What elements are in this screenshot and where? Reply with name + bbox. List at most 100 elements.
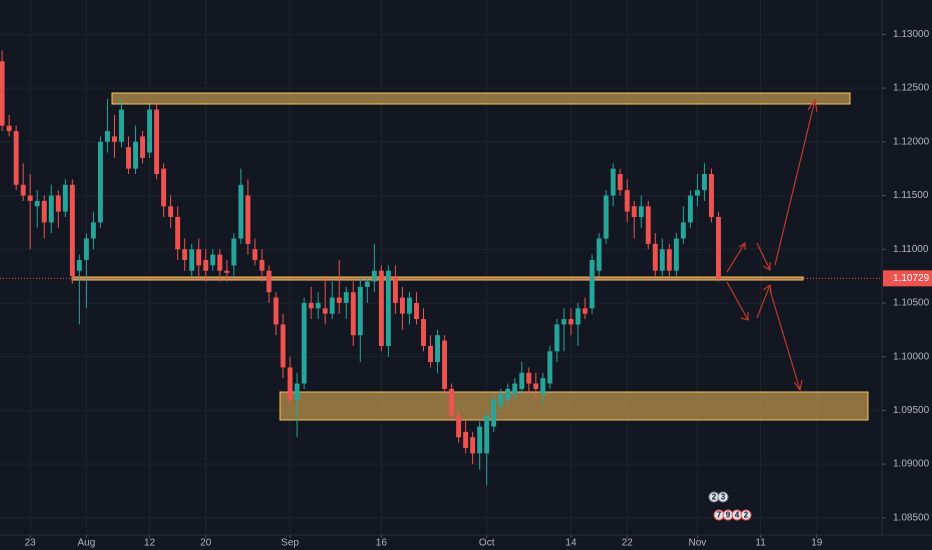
candle-body xyxy=(140,136,146,158)
candle-body xyxy=(547,351,553,384)
candle-body xyxy=(428,345,433,363)
candle-body xyxy=(76,259,82,271)
axis-labels: 1.13000 1.12500 1.12000 1.11500 1.11000 1.105… xyxy=(25,29,932,549)
candle-body xyxy=(48,195,54,223)
arrow xyxy=(774,99,816,266)
y-tick-label: 1.09000 xyxy=(893,459,930,470)
candle-body xyxy=(716,217,721,279)
candle-body xyxy=(477,426,483,454)
candle-body xyxy=(189,249,195,271)
candle-body xyxy=(519,372,525,389)
candle-body xyxy=(498,394,504,406)
x-tick-label: Nov xyxy=(688,538,706,549)
candle-body xyxy=(97,141,103,223)
candle-body xyxy=(6,125,12,132)
candle-body xyxy=(449,388,455,416)
event-badge xyxy=(717,491,729,503)
candle-body xyxy=(568,319,574,325)
event-badge xyxy=(740,509,752,521)
event-label: 7 xyxy=(717,511,722,520)
candle-body xyxy=(343,292,349,303)
candle-body xyxy=(435,335,440,363)
candle-body xyxy=(55,195,61,212)
x-tick-label: 14 xyxy=(565,538,577,549)
candle-body xyxy=(224,270,230,273)
candle-body xyxy=(512,383,518,395)
candle-body xyxy=(687,195,693,223)
arrow-head xyxy=(762,262,771,272)
x-tick-label: 16 xyxy=(376,538,388,549)
candle-body xyxy=(336,297,342,303)
candle-body xyxy=(533,383,539,389)
candle-body xyxy=(119,109,124,142)
candle-body xyxy=(505,388,511,400)
x-tick-label: 23 xyxy=(25,538,37,549)
candle-body xyxy=(596,238,602,271)
candle-body xyxy=(659,249,665,271)
candle-body xyxy=(392,276,398,303)
candle-body xyxy=(603,195,609,239)
candle-body xyxy=(301,302,307,384)
candle-body xyxy=(701,174,707,191)
y-tick-label: 1.11500 xyxy=(893,190,929,201)
candle-body xyxy=(203,259,209,271)
x-tick-label: Oct xyxy=(479,538,495,549)
candle-body xyxy=(83,238,89,260)
event-label: 3 xyxy=(721,493,726,502)
candle-body xyxy=(378,270,384,346)
candle-body xyxy=(666,249,672,271)
candle-body xyxy=(575,308,581,325)
candle-body xyxy=(182,249,188,260)
y-tick-label: 1.11000 xyxy=(893,244,929,255)
x-tick-label: Aug xyxy=(77,538,95,549)
candle-body xyxy=(104,131,110,142)
arrow xyxy=(769,289,801,391)
candle-body xyxy=(217,254,223,271)
y-tick-label: 1.12000 xyxy=(893,136,930,147)
grid xyxy=(0,0,880,535)
y-tick-label: 1.12500 xyxy=(893,83,930,94)
x-tick-label: 20 xyxy=(200,538,212,549)
arrow-head xyxy=(740,312,749,321)
candle-body xyxy=(526,372,532,384)
candle-body xyxy=(470,437,476,454)
candle-body xyxy=(154,109,160,175)
candle-body xyxy=(421,319,426,346)
y-tick-label: 1.10500 xyxy=(893,298,930,309)
event-label: 9 xyxy=(726,511,731,520)
candle-body xyxy=(175,217,181,250)
arrow xyxy=(726,242,746,273)
candle-body xyxy=(414,302,419,320)
candle-body xyxy=(329,297,335,314)
x-tick-label: Sep xyxy=(281,538,299,549)
candle-body xyxy=(112,136,117,142)
candle-body xyxy=(69,184,75,277)
candle-body xyxy=(491,399,497,427)
candle-body xyxy=(554,324,560,352)
candle-body xyxy=(294,383,300,400)
candle-body xyxy=(196,249,202,266)
candle-body xyxy=(561,319,567,325)
candle-body xyxy=(259,259,265,271)
candle-body xyxy=(315,302,321,309)
candle-body xyxy=(708,174,714,218)
candle-body xyxy=(463,431,469,448)
candle-body xyxy=(385,270,391,346)
event-label: 2 xyxy=(744,511,749,520)
x-tick-label: 11 xyxy=(755,538,766,549)
candle-body xyxy=(34,200,40,207)
candle-body xyxy=(442,340,448,389)
last-price-label: 1.10729 xyxy=(893,273,930,284)
candle-body xyxy=(0,61,5,126)
event-label: 4 xyxy=(735,511,740,520)
candle-body xyxy=(673,238,679,271)
arrows xyxy=(726,98,818,392)
candle-body xyxy=(350,292,356,336)
y-tick-label: 1.08500 xyxy=(893,512,930,523)
candle-body xyxy=(287,367,293,400)
candle-body xyxy=(617,174,623,191)
candle-body xyxy=(90,222,96,239)
candles xyxy=(0,50,880,486)
candle-body xyxy=(13,131,19,185)
